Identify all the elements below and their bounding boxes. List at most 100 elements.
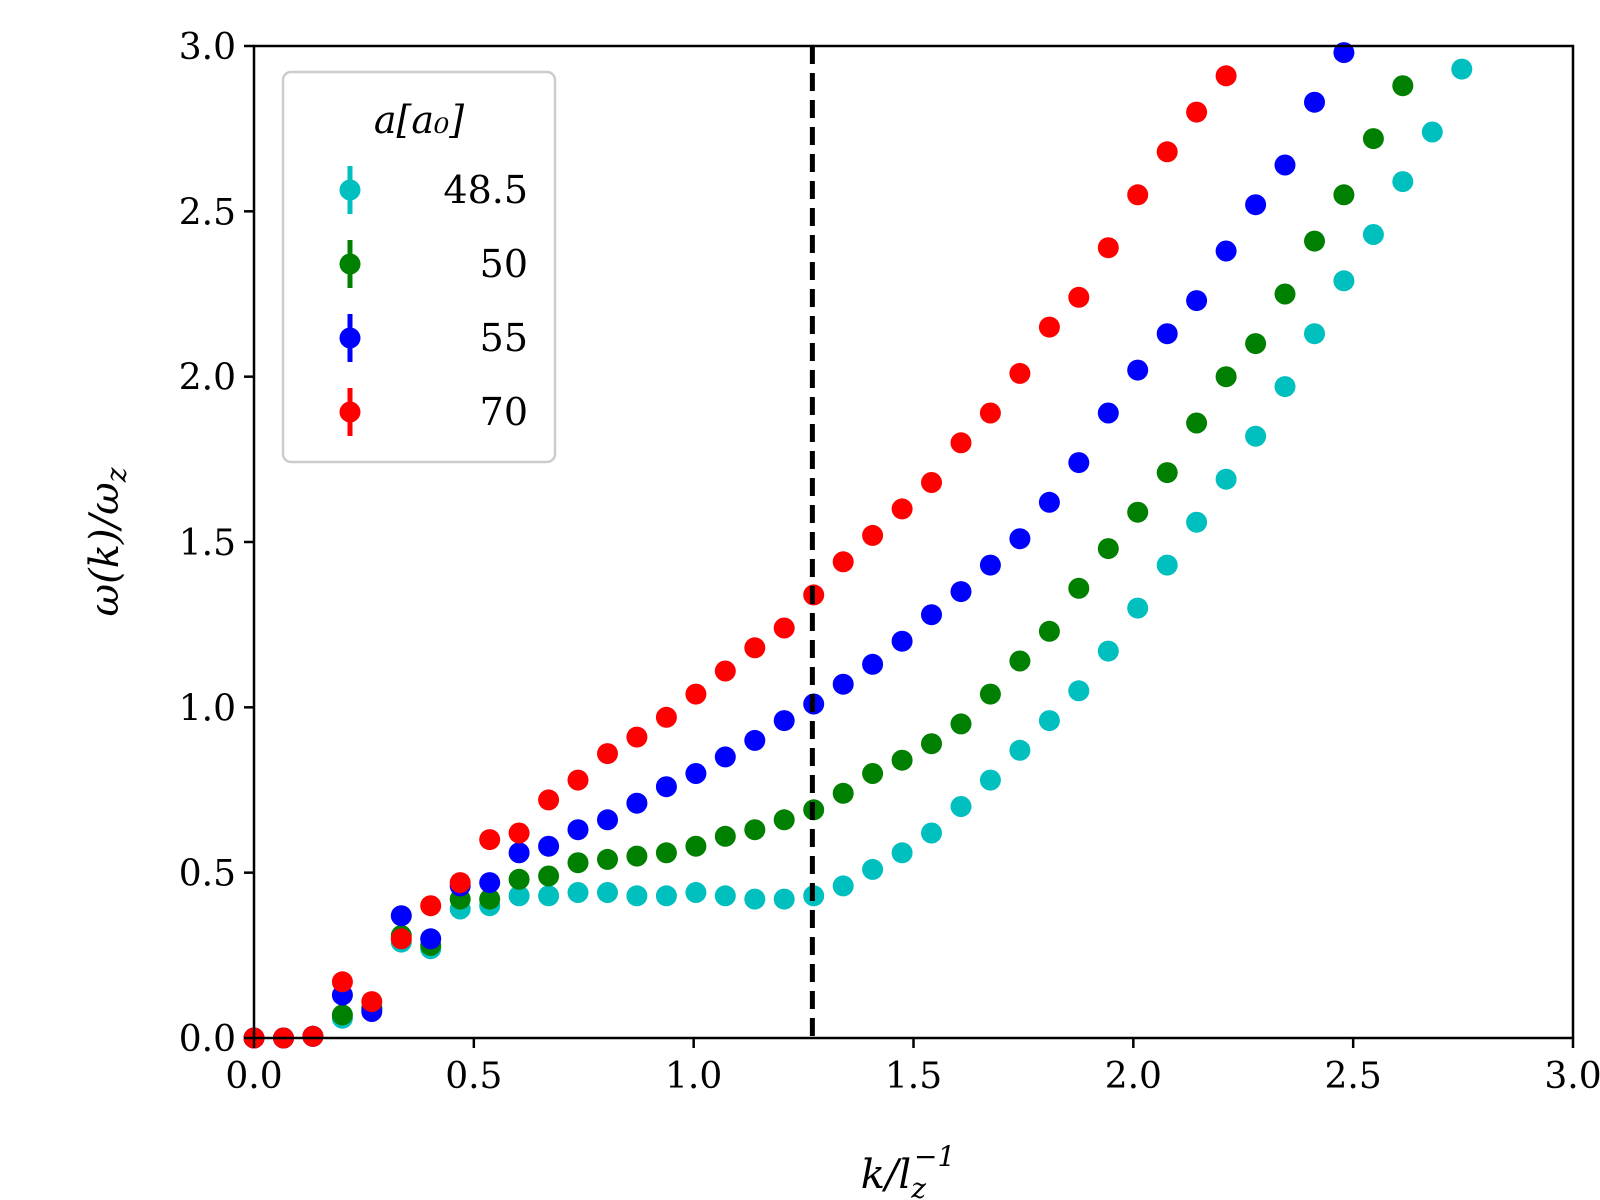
data-point bbox=[567, 819, 589, 841]
data-point bbox=[832, 673, 854, 695]
data-point bbox=[891, 749, 913, 771]
y-tick-label: 1.0 bbox=[179, 688, 236, 729]
data-point bbox=[832, 551, 854, 573]
legend-marker bbox=[339, 327, 361, 349]
data-point bbox=[538, 789, 560, 811]
data-point bbox=[714, 746, 736, 768]
x-tick-label: 3.0 bbox=[1544, 1056, 1600, 1097]
data-point bbox=[891, 498, 913, 520]
data-point bbox=[538, 865, 560, 887]
data-point bbox=[773, 809, 795, 831]
legend-marker bbox=[339, 253, 361, 275]
legend-entry-70: 70 bbox=[339, 388, 528, 436]
data-point bbox=[1068, 577, 1090, 599]
y-tick-label: 2.5 bbox=[179, 192, 236, 233]
data-point bbox=[1068, 680, 1090, 702]
data-point bbox=[1215, 65, 1237, 87]
y-tick-label: 0.0 bbox=[179, 1019, 236, 1060]
data-point bbox=[508, 868, 530, 890]
data-point bbox=[1362, 128, 1384, 150]
data-point bbox=[950, 796, 972, 817]
data-point bbox=[950, 432, 972, 454]
data-point bbox=[1304, 230, 1325, 252]
data-point bbox=[538, 885, 560, 907]
y-tick-label: 0.5 bbox=[179, 854, 236, 895]
data-point bbox=[331, 1004, 353, 1026]
data-point bbox=[921, 822, 942, 844]
data-point bbox=[1009, 362, 1031, 384]
legend: a[a₀] 48.5 50 55 70 bbox=[281, 70, 557, 464]
data-point bbox=[832, 782, 854, 804]
data-point bbox=[1097, 640, 1119, 662]
data-point bbox=[538, 835, 560, 857]
data-point bbox=[1127, 359, 1149, 381]
legend-entry-50: 50 bbox=[339, 240, 528, 288]
data-point bbox=[1421, 121, 1443, 143]
data-point bbox=[626, 885, 648, 907]
data-point bbox=[1009, 739, 1031, 761]
data-point bbox=[655, 842, 677, 864]
data-point bbox=[862, 763, 884, 784]
x-tick-label: 2.0 bbox=[1105, 1056, 1162, 1097]
data-point bbox=[1451, 58, 1473, 80]
data-point bbox=[420, 928, 442, 950]
x-axis-label: k/lz−1 bbox=[861, 1140, 956, 1200]
data-point bbox=[597, 848, 618, 870]
x-tick-label: 1.5 bbox=[885, 1056, 942, 1097]
x-tick-label: 0.0 bbox=[225, 1056, 282, 1097]
data-point bbox=[862, 858, 884, 880]
data-point bbox=[685, 763, 707, 784]
data-point bbox=[1186, 412, 1208, 434]
legend-label: 48.5 bbox=[443, 168, 528, 212]
data-point bbox=[891, 842, 913, 864]
data-point bbox=[1186, 290, 1208, 312]
data-point bbox=[626, 792, 648, 814]
data-point bbox=[685, 882, 707, 903]
data-point bbox=[479, 888, 501, 910]
data-point bbox=[626, 845, 648, 867]
series-70 bbox=[243, 65, 1237, 1049]
data-point bbox=[1245, 425, 1267, 447]
data-point bbox=[1333, 42, 1355, 64]
legend-label: 50 bbox=[480, 242, 528, 286]
data-point bbox=[744, 819, 766, 841]
data-point bbox=[1333, 270, 1355, 292]
legend-label: 70 bbox=[480, 390, 528, 434]
data-point bbox=[1274, 154, 1296, 176]
data-point bbox=[1274, 283, 1296, 305]
data-point bbox=[714, 825, 736, 847]
legend-entry-55: 55 bbox=[339, 314, 528, 362]
data-point bbox=[1215, 240, 1237, 262]
legend-marker bbox=[339, 401, 361, 423]
data-point bbox=[862, 524, 884, 546]
x-axis-label-superscript: −1 bbox=[914, 1140, 955, 1173]
y-tick-label: 2.0 bbox=[179, 358, 236, 399]
data-point bbox=[921, 604, 942, 626]
data-points bbox=[243, 42, 1473, 1049]
data-point bbox=[567, 852, 589, 874]
data-point bbox=[1009, 528, 1031, 550]
data-point bbox=[1156, 323, 1178, 345]
data-point bbox=[1186, 511, 1208, 533]
data-point bbox=[1304, 91, 1325, 113]
x-tick-label: 1.0 bbox=[665, 1056, 722, 1097]
legend-entry-48.5: 48.5 bbox=[339, 166, 528, 214]
data-point bbox=[1392, 171, 1414, 193]
data-point bbox=[508, 885, 530, 907]
y-axis-label: ω(k)/ωz bbox=[82, 467, 133, 616]
data-point bbox=[685, 835, 707, 857]
data-point bbox=[773, 710, 795, 732]
data-point bbox=[1097, 402, 1119, 424]
data-point bbox=[567, 769, 589, 791]
data-point bbox=[1156, 462, 1178, 484]
data-point bbox=[1186, 101, 1208, 123]
y-tick-label: 3.0 bbox=[179, 27, 236, 68]
data-point bbox=[979, 769, 1001, 791]
data-point bbox=[1068, 286, 1090, 308]
data-point bbox=[1127, 597, 1149, 619]
data-point bbox=[1156, 141, 1178, 163]
data-point bbox=[685, 683, 707, 705]
x-axis-label-subscript: z bbox=[910, 1172, 926, 1200]
data-point bbox=[302, 1025, 324, 1047]
